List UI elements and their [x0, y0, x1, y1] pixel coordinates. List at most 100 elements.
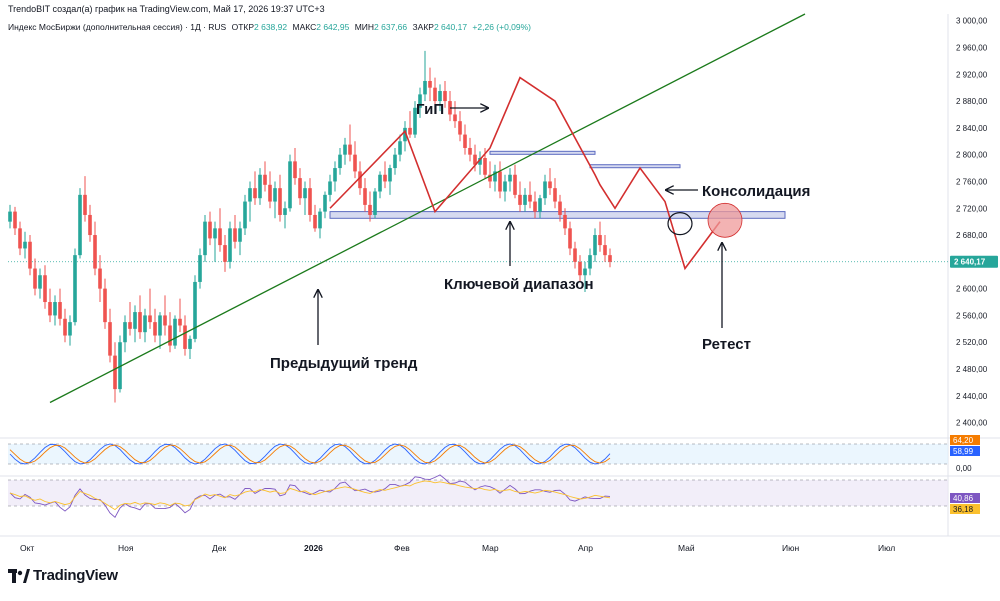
candle-body: [173, 318, 177, 346]
candle-body: [223, 245, 227, 262]
candle-body: [328, 181, 332, 195]
candle-body: [258, 174, 262, 199]
candle-body: [263, 174, 267, 185]
low-label: МИН: [354, 22, 375, 32]
stoch-k-line: [9, 443, 611, 465]
candle-body: [403, 127, 407, 142]
candle-body: [183, 325, 187, 349]
chart-credit: TrendoBIT создал(а) график на TradingVie…: [8, 4, 325, 14]
time-tick-label: 2026: [304, 543, 323, 553]
candle-body: [118, 342, 122, 390]
low-value: 2 637,66: [374, 22, 408, 32]
candle-body: [498, 171, 502, 192]
candle-body: [423, 80, 427, 95]
candle-body: [193, 281, 197, 339]
consolidation-ellipse: [667, 212, 693, 236]
trend-line: [49, 13, 806, 404]
current-price-tag: [950, 255, 998, 268]
candle-body: [518, 194, 522, 205]
candle-body: [198, 255, 202, 282]
candle-body: [468, 147, 472, 155]
candle-body: [253, 188, 257, 199]
candle-body: [368, 204, 372, 215]
candle-body: [108, 322, 112, 356]
high-label: МАКС: [292, 22, 317, 32]
candle-body: [188, 338, 192, 349]
price-tick-label: 2 480,00: [956, 365, 988, 374]
candle-body: [528, 194, 532, 202]
candle-body: [228, 228, 232, 262]
symbol-name[interactable]: Индекс МосБиржи (дополнительная сессия) …: [8, 22, 227, 32]
price-tick-label: 2 800,00: [956, 151, 988, 160]
candle-body: [483, 158, 487, 175]
candle-body: [168, 325, 172, 346]
head-and-shoulders-path: [329, 76, 721, 271]
candle-body: [553, 188, 557, 202]
price-tick-label: 2 840,00: [956, 124, 988, 133]
candle-body: [68, 322, 72, 336]
candle-body: [283, 208, 287, 215]
annotation-previous-trend: Предыдущий тренд: [270, 355, 418, 372]
candle-body: [48, 302, 52, 316]
time-tick-label: Дек: [212, 543, 226, 553]
candle-body: [608, 255, 612, 262]
candle-body: [443, 91, 447, 102]
candle-body: [13, 211, 17, 229]
candle-body: [408, 127, 412, 135]
candle-body: [388, 168, 392, 182]
rsi-tag-2-label: 36,18: [953, 505, 974, 514]
candle-body: [178, 318, 182, 326]
candle-body: [293, 161, 297, 179]
candle-body: [213, 228, 217, 239]
candle-body: [128, 322, 132, 329]
rsi-tag-1-label: 40,86: [953, 494, 974, 503]
zone-upper-level: [489, 150, 596, 155]
candle-body: [248, 188, 252, 202]
brand-name: TradingView: [33, 567, 118, 584]
candle-body: [43, 275, 47, 303]
open-value: 2 638,92: [254, 22, 288, 32]
candle-body: [18, 228, 22, 249]
candle-body: [398, 141, 402, 155]
price-tick-label: 2 760,00: [956, 177, 988, 186]
candle-body: [593, 235, 597, 256]
candle-body: [318, 211, 322, 229]
candle-body: [88, 214, 92, 236]
candle-body: [243, 201, 247, 229]
candle-body: [583, 268, 587, 276]
candle-body: [428, 80, 432, 88]
candle-body: [563, 214, 567, 229]
candle-body: [153, 322, 157, 336]
time-tick-label: Фев: [394, 543, 410, 553]
stoch-tick-label: 0,00: [956, 464, 972, 473]
candle-body: [218, 228, 222, 246]
candle-body: [588, 255, 592, 269]
candle-body: [158, 315, 162, 336]
candle-body: [578, 261, 582, 276]
candle-body: [58, 302, 62, 319]
tradingview-brand[interactable]: TradingView: [8, 567, 118, 584]
candle-body: [463, 134, 467, 148]
symbol-info: Индекс МосБиржи (дополнительная сессия) …: [8, 22, 531, 32]
zone-consolidation-level: [589, 164, 681, 169]
price-tick-label: 3 000,00: [956, 17, 988, 26]
candle-body: [383, 174, 387, 182]
annotation-consolidation: Консолидация: [702, 183, 810, 200]
price-tick-label: 2 960,00: [956, 43, 988, 52]
price-tick-label: 2 440,00: [956, 392, 988, 401]
candle-body: [363, 188, 367, 205]
candle-body: [358, 171, 362, 189]
candle-body: [148, 315, 152, 323]
zone-key-range: [329, 211, 786, 219]
candle-body: [343, 144, 347, 155]
candle-body: [353, 154, 357, 172]
candle-body: [603, 245, 607, 256]
candle-body: [393, 154, 397, 169]
high-value: 2 642,95: [316, 22, 350, 32]
annotation-key-range: Ключевой диапазон: [444, 276, 594, 293]
candle-body: [433, 87, 437, 102]
candle-body: [348, 144, 352, 155]
candle-body: [113, 355, 117, 390]
